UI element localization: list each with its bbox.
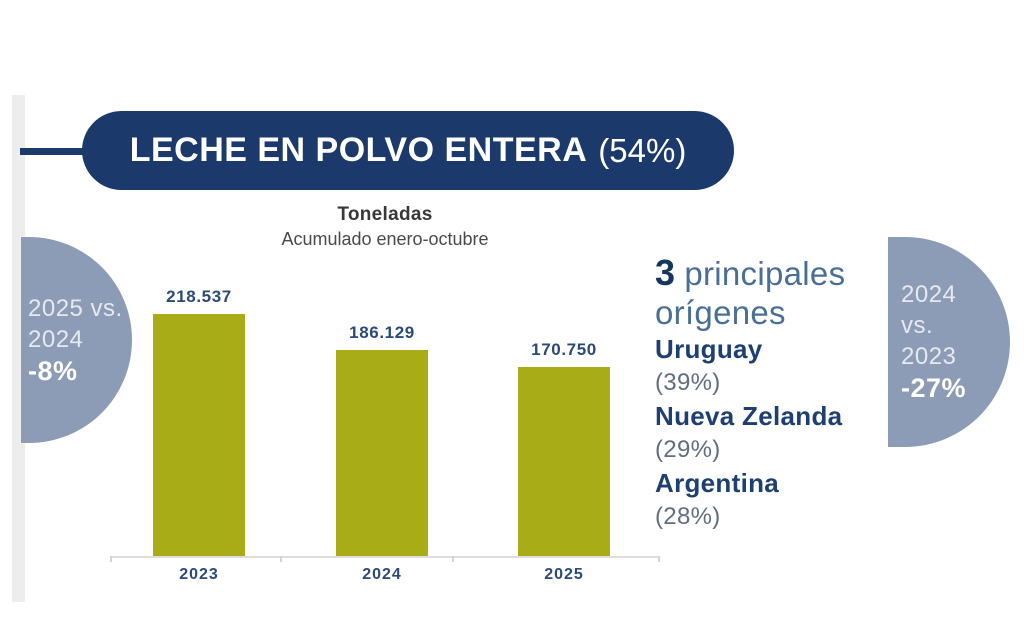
badge-compare-line: vs. [901,312,934,339]
axis-tick [658,556,660,562]
bar [518,367,610,556]
origin-item: Argentina (28%) [655,466,905,533]
title-percentage: (54%) [598,131,687,169]
bar-group: 186.129 2024 [312,323,452,583]
yoy-badge-2024-vs-2023: 2024 vs. 2023 -27% [888,237,1010,447]
badge-delta-value: -27% [901,373,967,403]
origin-item: Uruguay (39%) [655,332,905,399]
origin-share: (29%) [655,436,721,463]
bar-value-label: 170.750 [531,340,597,359]
axis-tick [452,556,454,562]
axis-tick [110,556,112,562]
chart-title: Toneladas [337,204,433,225]
badge-delta-value: -8% [28,355,78,386]
bar [336,350,428,556]
left-margin-strip [12,95,25,602]
top-origins-panel: 3 principales orígenes Uruguay (39%) Nuev… [655,253,905,533]
title-connector-line [20,148,86,155]
bar-year-label: 2024 [362,566,402,583]
origin-name: Uruguay [655,334,763,364]
origin-name: Argentina [655,468,780,498]
badge-compare-line: 2024 [28,325,84,353]
bar [153,314,245,556]
origins-count: 3 [655,252,676,293]
bar-chart: 218.537 2023 186.129 2024 170.750 2025 [110,260,660,583]
badge-compare-line: 2024 [901,281,957,308]
origins-heading-text: principales [684,255,846,292]
origins-heading: 3 principales [655,253,905,293]
origin-item: Nueva Zelanda (29%) [655,399,905,466]
chart-heading: Toneladas Acumulado enero-octubre [110,204,660,250]
bar-group: 218.537 2023 [129,287,269,583]
bar-year-label: 2023 [179,566,219,583]
badge-compare-line: 2025 vs. [28,294,123,322]
origin-share: (39%) [655,369,721,396]
badge-compare-line: 2023 [901,343,957,370]
page-title: LECHE EN POLVO ENTERA [129,131,588,169]
bar-year-label: 2025 [544,566,584,583]
origin-share: (28%) [655,503,721,530]
chart-subtitle: Acumulado enero-octubre [281,229,489,249]
bar-value-label: 186.129 [349,323,415,342]
bar-group: 170.750 2025 [494,340,634,583]
axis-tick [280,556,282,562]
bar-value-label: 218.537 [166,287,232,306]
origin-name: Nueva Zelanda [655,401,843,431]
origins-heading-line2: orígenes [655,294,786,331]
title-pill: LECHE EN POLVO ENTERA (54%) [82,111,734,190]
